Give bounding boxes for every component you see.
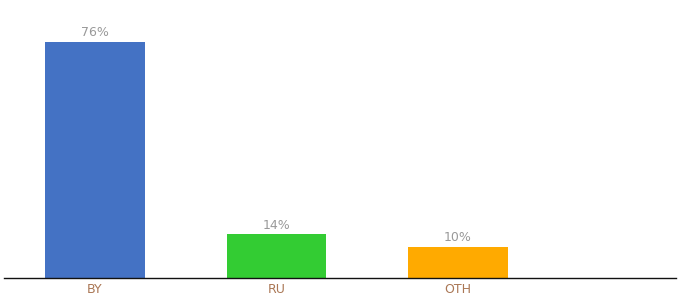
Text: 10%: 10% — [444, 231, 472, 244]
Bar — [226, 234, 326, 278]
Text: 76%: 76% — [81, 26, 109, 39]
Bar — [45, 41, 145, 278]
Bar — [408, 247, 508, 278]
Text: 14%: 14% — [262, 219, 290, 232]
